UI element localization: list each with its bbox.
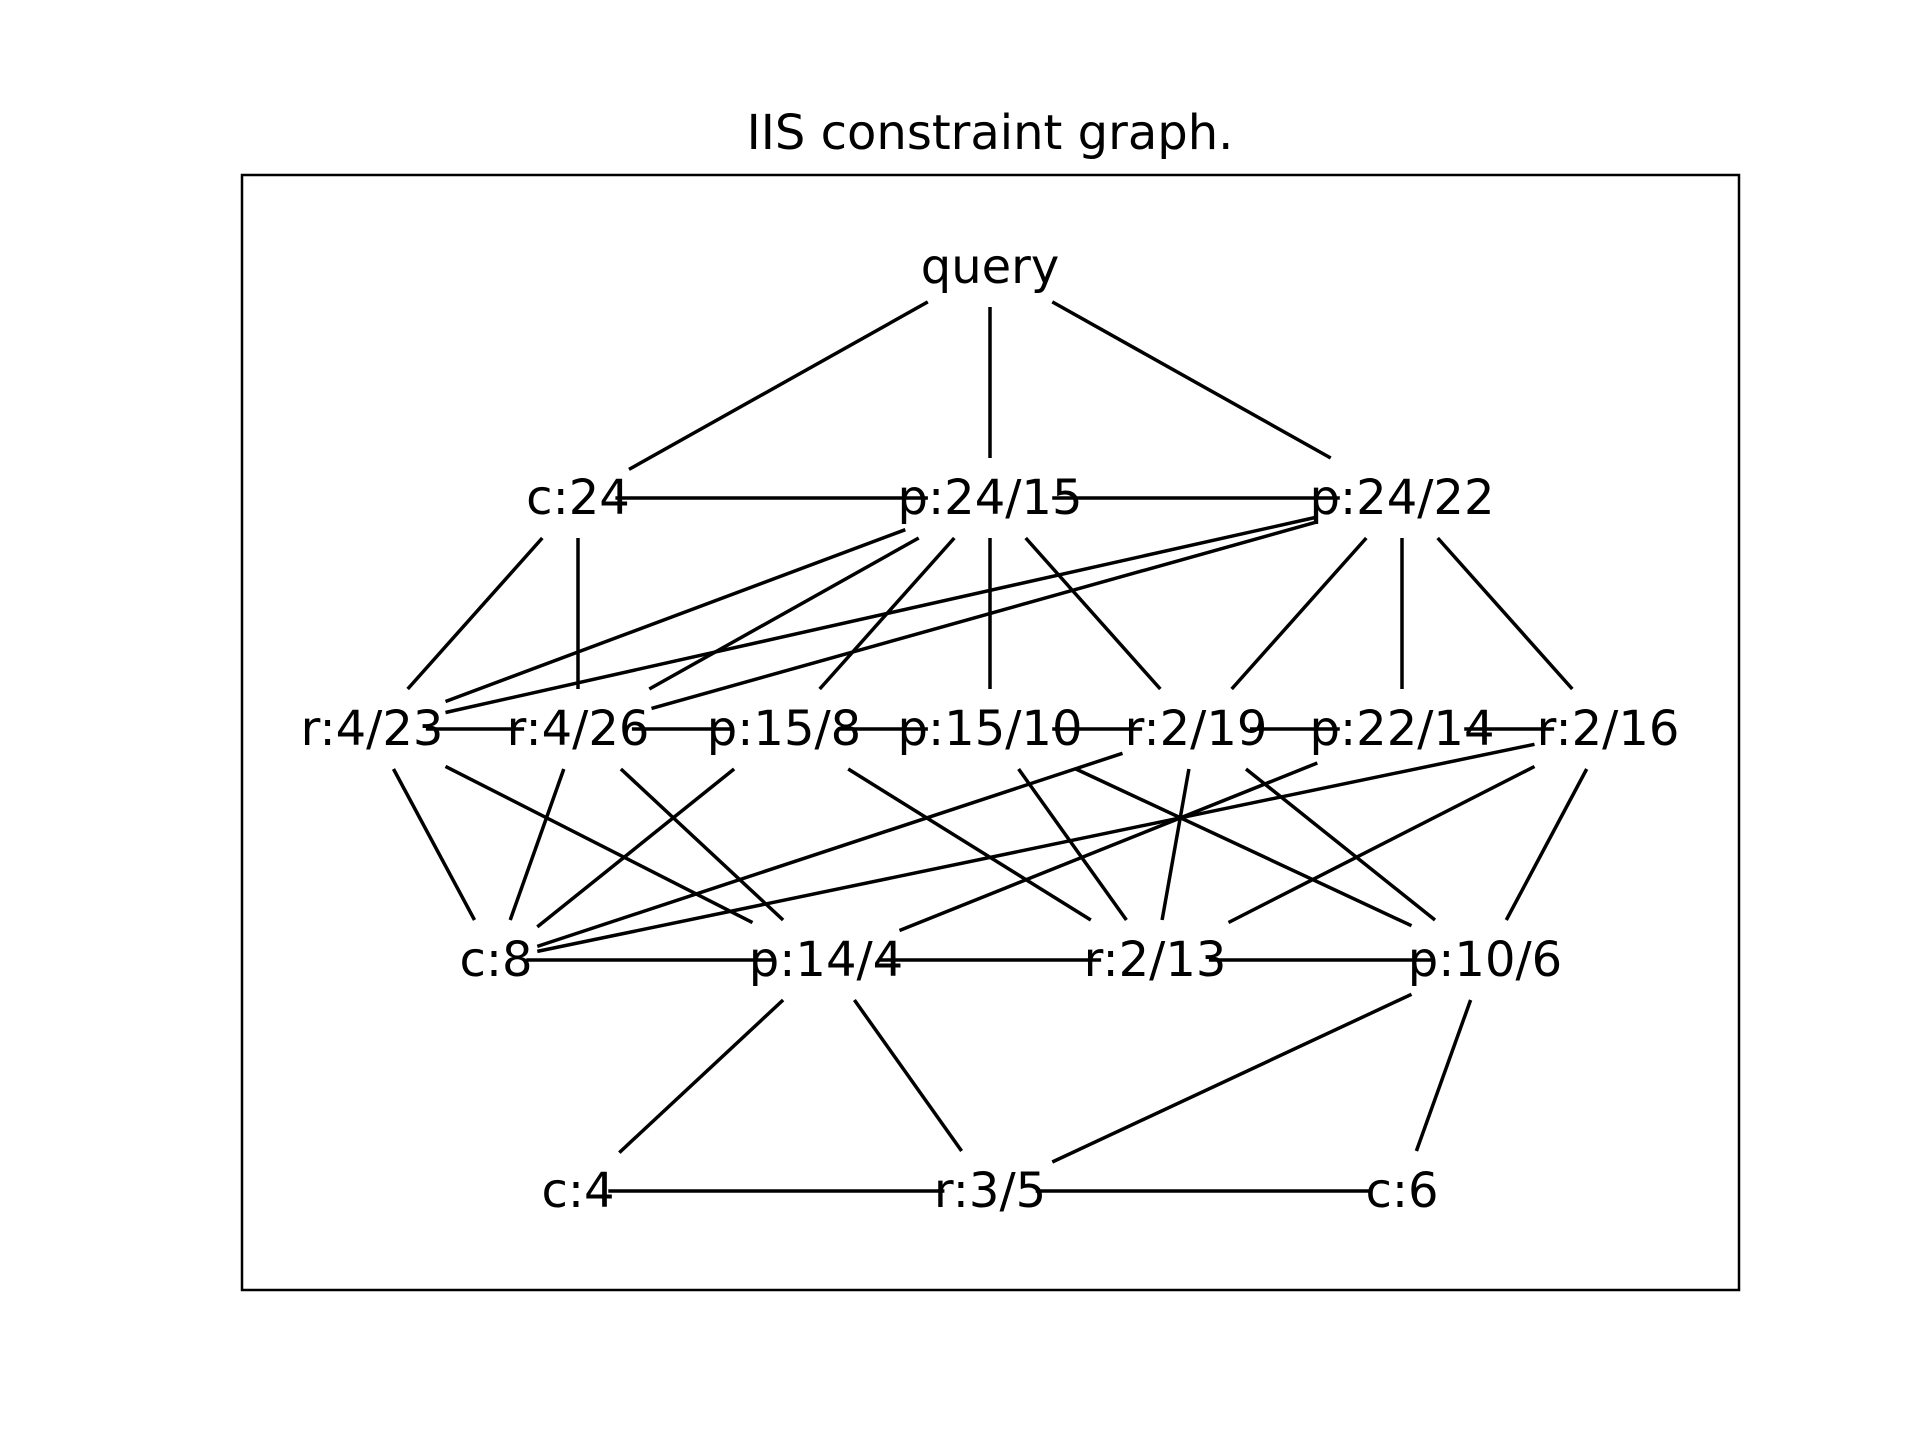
edge-p24_22-r4_26	[651, 520, 1318, 711]
nodes-layer: query c:24 p:24/15 p:24/22 r:4/23 r:4/26 p:15/…	[301, 239, 1680, 1219]
node-p15_8: p:15/8	[707, 701, 861, 757]
edge-p24_15-r4_26	[648, 536, 920, 691]
node-r2_13: r:2/13	[1084, 932, 1227, 988]
edge-c24-r4_23	[406, 536, 544, 691]
node-p15_10: p:15/10	[898, 701, 1083, 757]
node-p14_4: p:14/4	[749, 932, 903, 988]
edge-r2_16-r2_13	[1227, 764, 1536, 925]
edge-p24_22-r4_23	[445, 515, 1318, 715]
edge-r4_26-c8	[508, 768, 566, 921]
edge-p15_10-r2_13	[1017, 767, 1128, 922]
node-c6: c:6	[1365, 1163, 1438, 1219]
edge-query-c24	[628, 300, 929, 471]
edge-p24_15-r2_19	[1024, 536, 1162, 691]
node-p24_15: p:24/15	[898, 470, 1083, 526]
edge-p14_4-r3_5	[852, 998, 964, 1153]
edge-query-p24_22	[1051, 300, 1332, 460]
node-p10_6: p:10/6	[1408, 932, 1562, 988]
edge-p14_4-c4	[618, 998, 785, 1154]
edge-r2_16-p10_6	[1504, 768, 1589, 921]
edge-p10_6-r3_5	[1051, 992, 1413, 1164]
edge-r4_26-p14_4	[619, 767, 785, 922]
edge-r2_19-c8	[536, 751, 1124, 949]
plot-frame	[240, 173, 1741, 1292]
edge-p15_10-p10_6	[1074, 766, 1413, 928]
node-r4_23: r:4/23	[301, 701, 444, 757]
edge-r2_19-r2_13	[1160, 768, 1191, 921]
edge-r4_23-c8	[391, 768, 477, 921]
node-p24_22: p:24/22	[1310, 470, 1495, 526]
node-c4: c:4	[541, 1163, 614, 1219]
edge-p24_22-r2_19	[1230, 536, 1368, 691]
edge-p24_15-r4_23	[444, 528, 906, 704]
node-query: query	[921, 239, 1060, 295]
edge-r4_23-p14_4	[444, 764, 754, 925]
edge-p10_6-c6	[1414, 999, 1473, 1152]
edge-r2_16-c8	[536, 742, 1535, 954]
edge-p15_8-c8	[536, 767, 736, 929]
node-p22_14: p:22/14	[1310, 701, 1495, 757]
node-r3_5: r:3/5	[934, 1163, 1046, 1219]
node-r4_26: r:4/26	[507, 701, 650, 757]
edge-p22_14-p14_4	[898, 761, 1318, 933]
edge-r2_19-p10_6	[1244, 767, 1437, 922]
node-r2_19: r:2/19	[1125, 701, 1268, 757]
edges-layer	[391, 300, 1589, 1193]
edge-p15_8-r2_13	[847, 767, 1092, 922]
node-c24: c:24	[526, 470, 630, 526]
node-r2_16: r:2/16	[1537, 701, 1680, 757]
edge-p24_22-r2_16	[1436, 536, 1574, 691]
diagram-title: IIS constraint graph.	[747, 105, 1234, 161]
node-c8: c:8	[459, 932, 532, 988]
